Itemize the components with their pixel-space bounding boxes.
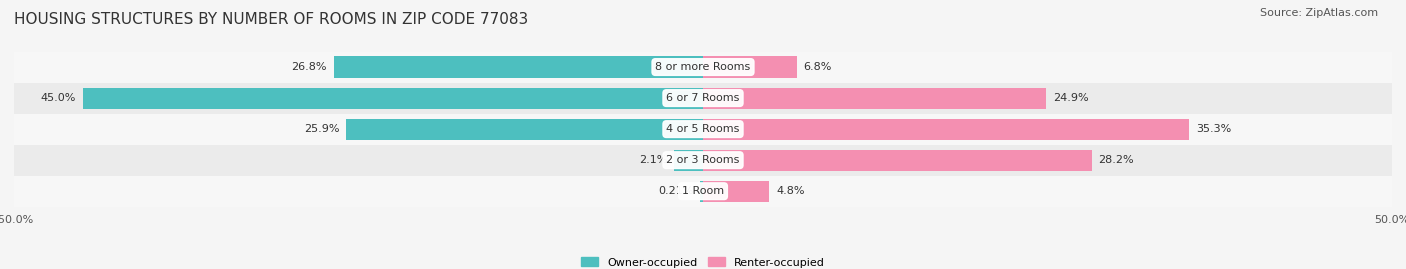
Bar <box>703 181 769 202</box>
Text: 6 or 7 Rooms: 6 or 7 Rooms <box>666 93 740 103</box>
Text: 25.9%: 25.9% <box>304 124 339 134</box>
Text: 2 or 3 Rooms: 2 or 3 Rooms <box>666 155 740 165</box>
Text: 26.8%: 26.8% <box>291 62 326 72</box>
Bar <box>333 56 703 77</box>
Bar <box>83 87 703 109</box>
Text: 6.8%: 6.8% <box>804 62 832 72</box>
Bar <box>703 56 797 77</box>
Bar <box>700 181 703 202</box>
Bar <box>703 119 1189 140</box>
Text: 8 or more Rooms: 8 or more Rooms <box>655 62 751 72</box>
Text: 24.9%: 24.9% <box>1053 93 1088 103</box>
Bar <box>14 176 1392 207</box>
Bar <box>346 119 703 140</box>
Bar <box>673 150 703 171</box>
Text: 2.1%: 2.1% <box>638 155 668 165</box>
Bar <box>703 87 1046 109</box>
Text: 4 or 5 Rooms: 4 or 5 Rooms <box>666 124 740 134</box>
Bar <box>14 52 1392 83</box>
Text: HOUSING STRUCTURES BY NUMBER OF ROOMS IN ZIP CODE 77083: HOUSING STRUCTURES BY NUMBER OF ROOMS IN… <box>14 12 529 27</box>
Text: 4.8%: 4.8% <box>776 186 804 196</box>
Bar <box>14 83 1392 114</box>
Bar <box>703 150 1091 171</box>
Bar <box>14 114 1392 145</box>
Text: 1 Room: 1 Room <box>682 186 724 196</box>
Text: 0.21%: 0.21% <box>658 186 693 196</box>
Text: Source: ZipAtlas.com: Source: ZipAtlas.com <box>1260 8 1378 18</box>
Text: 35.3%: 35.3% <box>1197 124 1232 134</box>
Text: 28.2%: 28.2% <box>1098 155 1135 165</box>
Bar <box>14 145 1392 176</box>
Text: 45.0%: 45.0% <box>41 93 76 103</box>
Legend: Owner-occupied, Renter-occupied: Owner-occupied, Renter-occupied <box>576 253 830 269</box>
